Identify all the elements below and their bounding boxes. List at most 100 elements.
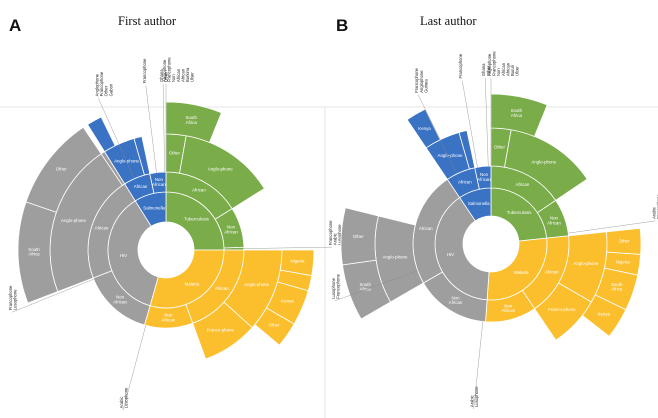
callout-label-francophone-lusophone: FrancophoneLusophone [8,285,18,310]
callout-label-anglophone-francophone-non-african-african-buruli-ulcer: AnglophoneFrancophoneNonAfricanAfricanBu… [487,51,520,76]
segment-label-non-african: Non African [162,313,176,323]
sunburst-segment-kenya [581,294,627,337]
segment-label-salmonella: Salmonella [468,201,490,206]
callout-label-francophone: Francophone [458,53,463,78]
panel-b-title: Last author [420,14,477,28]
segment-label-kenya: Kenya [281,299,294,304]
callout-label-francophone-anglophone-guinea: FrancophoneAnglophoneGuinea [414,67,428,92]
segment-label-hiv: HIV [447,252,454,257]
callout-leader-line [568,220,656,234]
segment-label-non-african: Non African [113,295,127,305]
segment-label-south-africa: South Africa [360,282,372,292]
segment-label-franco-phone: Franco-phone [548,307,576,312]
sunburst-last-author: Tuberculosis Malaria HIV Salmonella African N… [331,51,658,410]
segment-label-anglo-phone: Anglo-phone [438,153,463,158]
segment-label-non-african: Non African [477,172,491,182]
callout-leader-line [122,325,147,411]
segment-label-african: African [516,182,530,187]
segment-label-other: Other [56,167,68,172]
segment-label-kenya: Kenya [598,312,611,317]
callout-leader-line [473,321,484,410]
segment-label-african: African [192,188,206,193]
sunburst-segment-nigeria [87,116,116,153]
segment-label-malaria: Malaria [185,281,200,286]
sunburst-center-hole [139,223,193,277]
segment-label-nigeria: Nigeria [291,259,305,264]
segment-label-non-african: Non African [547,216,561,226]
segment-label-hiv: HIV [120,253,127,258]
segment-label-anglo-phone: Anglo-phone [382,255,407,260]
segment-label-african: African [545,269,559,274]
sunburst-segment-anglo-phone [179,135,265,210]
segment-label-kenya: Kenya [418,126,431,131]
segment-label-franco-phone: Franco-phone [207,328,235,333]
segment-label-south-africa: South Africa [28,247,40,257]
callout-label-ghana-other: GhanaOther [159,69,169,82]
panel-a-title: First author [118,14,177,28]
callout-label-ghana-other: GhanaOther [481,63,491,76]
segment-label-african: African [419,226,433,231]
segment-label-non-african: Non African [224,225,238,235]
callout-leader-line [12,279,94,313]
segment-label-non-african: Non African [449,296,463,306]
segment-label-anglo-phone: Anglo-phone [573,261,598,266]
callout-leader-line [243,246,332,249]
sunburst-segment-south-africa [490,93,548,137]
sunburst-segment-non-african [149,171,167,194]
callout-leader-line [145,85,157,173]
callout-label-francophone: Francophone [142,58,147,83]
sunburst-segment-anglo-phone [504,129,588,201]
sunburst-segment-franco-phone [192,301,253,360]
segment-label-african: African [134,184,148,189]
sunburst-segment-non-african [474,165,492,190]
sunburst-segment-south-africa [165,101,222,143]
panel-a-letter: A [9,16,21,35]
segment-label-south-africa: South Africa [611,282,623,292]
sunburst-segment-segment [458,130,476,170]
callout-leader-line [485,78,489,167]
callout-leader-line [461,80,478,168]
panel-b-letter: B [336,16,348,35]
segment-label-tuberculosis: Tuberculosis [184,217,210,222]
callout-label-arabic-francophone: ArabicFrancophone [651,194,658,219]
sunburst-center-hole [464,217,518,271]
callout-label-francophone-arabic-lusophone: FrancophoneArabicLusophone [328,220,342,245]
callout-label-anglophone-francophone-non-african-african-burkina-ulser: AnglophoneFrancophoneNonAfricanAfricanBu… [162,57,195,82]
segment-label-malaria: Malaria [514,270,529,275]
segment-label-tuberculosis: Tuberculosis [507,210,533,215]
segment-label-other: Other [169,151,181,156]
segment-label-other: Other [269,323,281,328]
segment-label-non-african: Non African [502,303,516,313]
callout-leader-line [162,84,165,173]
segment-label-nigeria: Nigeria [616,260,630,265]
callout-label-lusophone-francophone: LusophoneFrancophone [331,273,341,298]
sunburst-segment-other [254,307,295,346]
callout-leader-line [334,270,418,301]
segment-label-south-africa: South Africa [511,108,523,118]
segment-label-anglo-phone: Anglo-phone [208,167,233,172]
segment-label-anglo-phone: Anglo-phone [114,159,139,164]
segment-label-salmonella: Salmonella [143,206,165,211]
segment-label-south-africa: South Africa [185,115,197,125]
segment-label-anglo-phone: Anglo-phone [244,282,269,287]
callout-label-arabic-lusophone: ArabicLusophone [470,386,480,407]
segment-label-anglo-phone: Anglo-phone [61,218,86,223]
sunburst-first-author: Tuberculosis Malaria HIV Salmonella African N… [8,57,342,411]
segment-label-african: African [458,179,472,184]
callout-label-arabic-lusophone: ArabicLusophone [119,387,129,408]
callout-label-anglophone-francophone-other-gabon: AnglophoneFrancophoneOtherGabon [94,71,113,96]
segment-label-other: Other [494,145,506,150]
sunburst-segment-other [340,207,379,266]
segment-label-other: Other [353,234,365,239]
segment-label-african: African [215,286,229,291]
segment-label-african: African [95,226,109,231]
segment-label-anglo-phone: Anglo-phone [531,160,556,165]
segment-label-other: Other [618,239,630,244]
sunburst-segment-segment [223,246,245,251]
callout-leader-line [98,98,135,179]
callout-leader-line [418,94,457,174]
segment-label-non-african: Non African [152,177,166,187]
sunburst-segment-segment [133,136,151,176]
sunburst-segment-other [25,126,102,213]
